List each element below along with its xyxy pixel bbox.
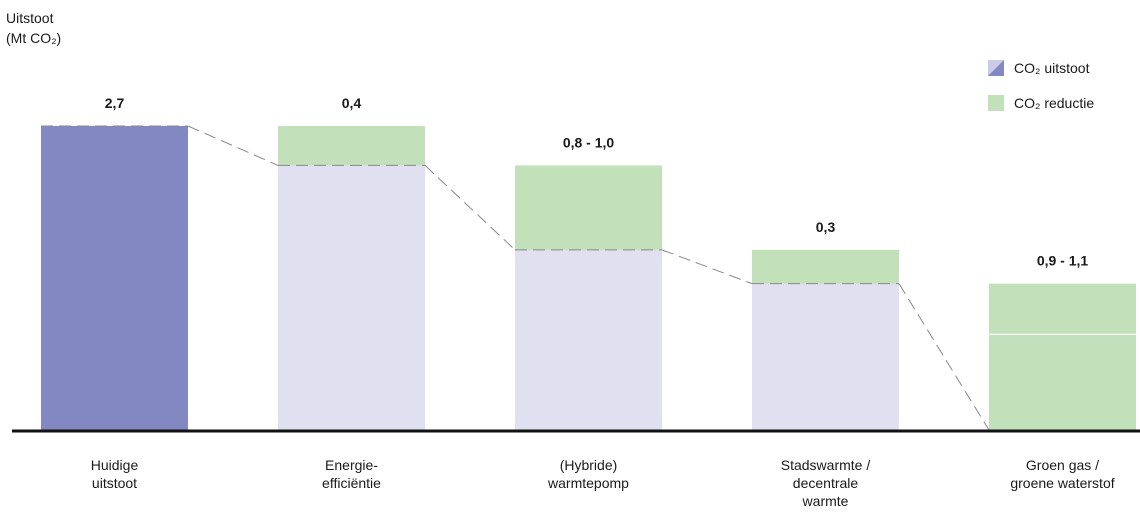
- category-label-3-1: decentrale: [793, 475, 859, 491]
- legend: CO₂ uitstoot CO₂ reductie: [988, 58, 1094, 128]
- y-axis-label-line-1: Uitstoot: [6, 10, 54, 26]
- dash-connector-2: [661, 249, 753, 285]
- dash-connector-1: [424, 165, 516, 251]
- category-label-0-1: uitstoot: [92, 475, 137, 491]
- value-label-4: 0,9 - 1,1: [1037, 253, 1089, 269]
- bar-reduction-3: [752, 249, 899, 284]
- legend-label-reduction: CO₂ reductie: [1014, 95, 1095, 111]
- category-label-1-0: Energie-: [325, 457, 378, 473]
- category-label-2-0: (Hybride): [560, 457, 618, 473]
- bar-reduction-4: [989, 283, 1136, 430]
- dash-connector-0: [187, 125, 279, 166]
- category-label-0-0: Huidige: [91, 457, 139, 473]
- legend-label-emission: CO₂ uitstoot: [1014, 60, 1090, 76]
- value-label-0: 2,7: [105, 95, 125, 111]
- legend-item-emission: CO₂ uitstoot: [988, 58, 1094, 78]
- category-label-3-0: Stadswarmte /: [781, 457, 871, 473]
- value-label-1: 0,4: [342, 95, 362, 111]
- category-label-3-2: warmte: [802, 493, 849, 509]
- bar-remaining-1: [278, 165, 425, 430]
- bar-remaining-2: [515, 249, 662, 430]
- category-label-4-1: groene waterstof: [1010, 475, 1114, 491]
- category-label-4-0: Groen gas /: [1026, 457, 1099, 473]
- legend-item-reduction: CO₂ reductie: [988, 93, 1094, 113]
- bar-emission-0: [41, 126, 188, 430]
- legend-swatch-reduction: [988, 95, 1004, 111]
- category-label-2-1: warmtepomp: [547, 475, 629, 491]
- value-label-3: 0,3: [816, 219, 836, 235]
- category-label-1-1: efficiëntie: [322, 475, 381, 491]
- bar-reduction-1: [278, 126, 425, 166]
- bar-remaining-3: [752, 283, 899, 430]
- value-label-2: 0,8 - 1,0: [563, 134, 615, 150]
- y-axis-label: Uitstoot (Mt CO₂): [6, 8, 61, 48]
- bar-reduction-2: [515, 165, 662, 250]
- legend-swatch-emission: [988, 60, 1004, 76]
- y-axis-label-line-2: (Mt CO₂): [6, 30, 62, 46]
- dash-connector-3: [898, 283, 990, 431]
